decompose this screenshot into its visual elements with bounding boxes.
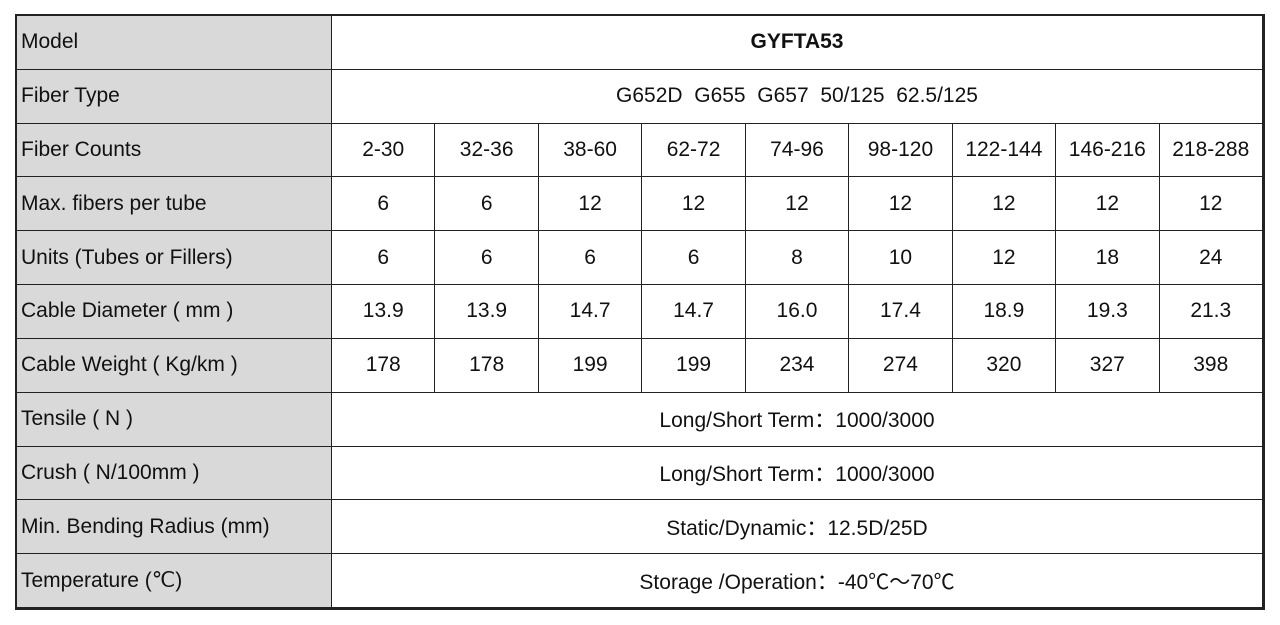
cell-value: 12 (642, 177, 746, 232)
row-label: Model (17, 16, 332, 70)
cell-value: 12 (952, 231, 1057, 286)
cell-value: 13.9 (332, 285, 436, 339)
cell-value: 199 (538, 338, 643, 393)
cell-value: 398 (1159, 338, 1263, 393)
row-label: Crush ( N/100mm ) (17, 446, 332, 501)
spec-table: Model GYFTA53 Fiber Type G652D G655 G657 50… (15, 14, 1265, 610)
row-label: Temperature (℃) (17, 554, 332, 608)
cell-value: 16.0 (745, 285, 850, 339)
cell-value: 274 (849, 338, 953, 393)
cell-value: 6 (332, 177, 436, 232)
cell-value: 6 (435, 177, 539, 232)
cell-value: 32-36 (435, 123, 539, 178)
row-label: Cable Weight ( Kg/km ) (17, 338, 332, 393)
cell-value: 6 (642, 231, 746, 286)
cell-value: 98-120 (849, 123, 953, 178)
row-value: Storage /Operation：-40℃～70℃ (332, 554, 1263, 608)
row-value: GYFTA53 (332, 16, 1263, 70)
cell-value: 12 (745, 177, 850, 232)
cell-value: 218-288 (1159, 123, 1263, 178)
cell-value: 12 (538, 177, 643, 232)
cell-value: 327 (1056, 338, 1160, 393)
cell-value: 74-96 (745, 123, 850, 178)
cell-value: 8 (745, 231, 850, 286)
row-label: Fiber Type (17, 69, 332, 124)
row-label: Min. Bending Radius (mm) (17, 500, 332, 555)
cell-value: 24 (1159, 231, 1263, 286)
cell-value: 199 (642, 338, 746, 393)
cell-value: 12 (1056, 177, 1160, 232)
cell-value: 21.3 (1159, 285, 1263, 339)
row-label: Cable Diameter ( mm ) (17, 285, 332, 339)
row-label: Fiber Counts (17, 123, 332, 178)
row-label: Max. fibers per tube (17, 177, 332, 232)
cell-value: 320 (952, 338, 1057, 393)
cell-value: 234 (745, 338, 850, 393)
cell-value: 10 (849, 231, 953, 286)
cell-value: 62-72 (642, 123, 746, 178)
cell-value: 38-60 (538, 123, 643, 178)
cell-value: 18.9 (952, 285, 1057, 339)
cell-value: 6 (332, 231, 436, 286)
cell-value: 178 (435, 338, 539, 393)
cell-value: 14.7 (642, 285, 746, 339)
cell-value: 178 (332, 338, 436, 393)
row-value: Long/Short Term：1000/3000 (332, 392, 1263, 447)
row-value: Static/Dynamic：12.5D/25D (332, 500, 1263, 555)
cell-value: 12 (1159, 177, 1263, 232)
cell-value: 122-144 (952, 123, 1057, 178)
row-value: G652D G655 G657 50/125 62.5/125 (332, 69, 1263, 124)
cell-value: 18 (1056, 231, 1160, 286)
cell-value: 12 (952, 177, 1057, 232)
row-label: Units (Tubes or Fillers) (17, 231, 332, 286)
cell-value: 6 (435, 231, 539, 286)
cell-value: 146-216 (1056, 123, 1160, 178)
cell-value: 17.4 (849, 285, 953, 339)
row-value: Long/Short Term：1000/3000 (332, 446, 1263, 501)
cell-value: 2-30 (332, 123, 436, 178)
cell-value: 12 (849, 177, 953, 232)
row-label: Tensile ( N ) (17, 392, 332, 447)
cell-value: 13.9 (435, 285, 539, 339)
cell-value: 6 (538, 231, 643, 286)
cell-value: 19.3 (1056, 285, 1160, 339)
cell-value: 14.7 (538, 285, 643, 339)
